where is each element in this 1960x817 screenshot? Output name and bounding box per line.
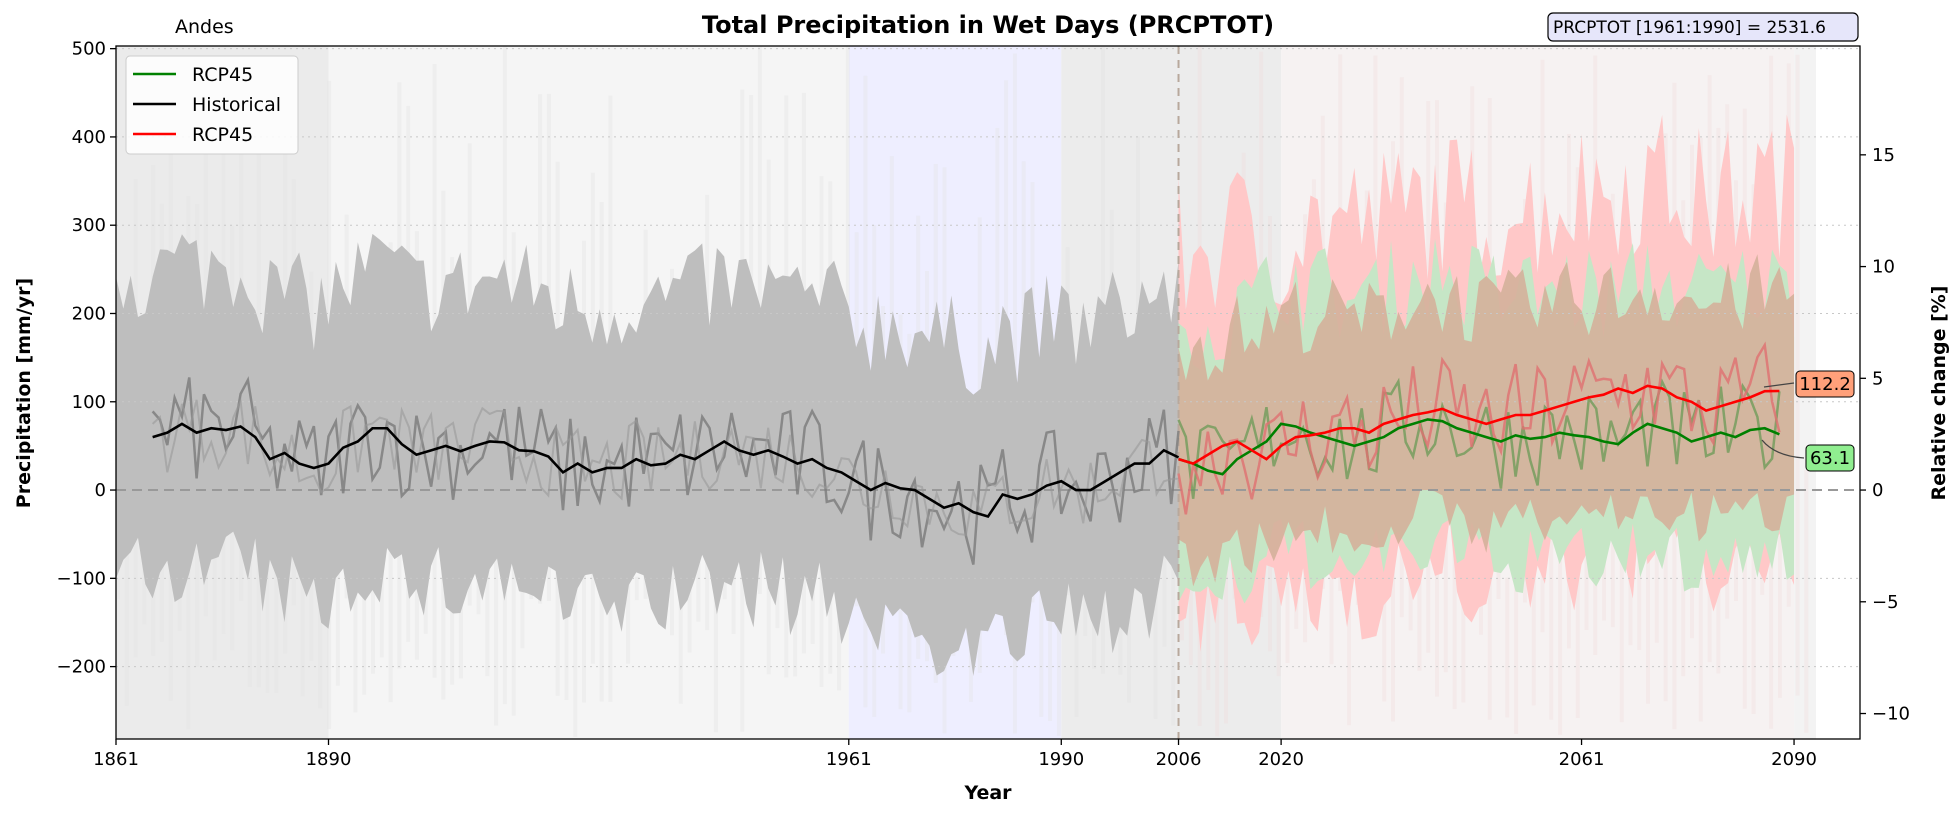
region-label: Andes — [175, 16, 234, 38]
historical-series-line — [152, 422, 1180, 519]
svg-text:2006: 2006 — [1156, 749, 1202, 770]
svg-text:2061: 2061 — [1559, 749, 1605, 770]
y-tick-right: 5 — [1860, 368, 1883, 389]
x-tick: 2090 — [1771, 739, 1817, 770]
svg-text:10: 10 — [1872, 257, 1895, 278]
rcp45-red-member-line — [1177, 341, 1781, 515]
y-tick: 300 — [72, 215, 116, 236]
historical-member-line — [151, 397, 1179, 536]
svg-text:2020: 2020 — [1258, 749, 1304, 770]
svg-text:1990: 1990 — [1038, 749, 1084, 770]
y-axis-right: −10 −5 0 5 10 15 — [1860, 145, 1910, 725]
end-label-red-value: 112.2 — [1799, 374, 1851, 395]
svg-text:2090: 2090 — [1771, 749, 1817, 770]
x-tick: 1861 — [93, 739, 139, 770]
y-tick: −100 — [57, 568, 116, 589]
svg-text:500: 500 — [72, 39, 106, 60]
reference-text: PRCPTOT [1961:1990] = 2531.6 — [1553, 18, 1826, 38]
rcp45-green-series-line — [1178, 418, 1780, 476]
legend-label: RCP45 — [192, 64, 253, 86]
svg-text:1861: 1861 — [93, 749, 139, 770]
rcp45-green-member-line — [1177, 377, 1781, 499]
y-tick-right: −5 — [1860, 592, 1899, 613]
x-axis: 1861 1890 1961 1990 2006 2020 2061 2090 — [93, 739, 1817, 770]
svg-text:1890: 1890 — [306, 749, 352, 770]
series-lines — [151, 341, 1781, 565]
x-tick: 1990 — [1038, 739, 1084, 770]
rcp45-red-series-line — [1178, 384, 1780, 465]
svg-text:−200: −200 — [57, 657, 106, 678]
x-tick: 2006 — [1156, 739, 1202, 770]
legend-label: Historical — [192, 94, 281, 116]
y-tick-right: 15 — [1860, 145, 1895, 166]
reference-box: PRCPTOT [1961:1990] = 2531.6 — [1547, 12, 1859, 42]
svg-text:−5: −5 — [1872, 592, 1899, 613]
svg-text:1961: 1961 — [826, 749, 872, 770]
svg-text:0: 0 — [1872, 480, 1883, 501]
x-tick: 1890 — [306, 739, 352, 770]
svg-text:400: 400 — [72, 127, 106, 148]
x-tick: 2020 — [1258, 739, 1304, 770]
end-label-green: 63.1 — [1761, 439, 1855, 472]
legend-item-historical: Historical — [133, 94, 281, 116]
y-tick: 500 — [72, 39, 116, 60]
y-tick-right: −10 — [1860, 704, 1910, 725]
x-tick: 1961 — [826, 739, 872, 770]
svg-text:100: 100 — [72, 392, 106, 413]
y-axis-left: −200 −100 0 100 200 300 400 500 — [57, 39, 116, 678]
end-label-green-value: 63.1 — [1810, 448, 1850, 469]
svg-text:5: 5 — [1872, 368, 1883, 389]
y-tick: −200 — [57, 657, 116, 678]
svg-text:0: 0 — [95, 480, 106, 501]
y-tick: 400 — [72, 127, 116, 148]
y-tick-right: 10 — [1860, 257, 1895, 278]
legend-label: RCP45 — [192, 124, 253, 146]
legend: RCP45 Historical RCP45 — [125, 55, 299, 155]
svg-text:15: 15 — [1872, 145, 1895, 166]
legend-item-rcp45-green: RCP45 — [133, 64, 253, 86]
x-tick: 2061 — [1559, 739, 1605, 770]
y-tick-right: 0 — [1860, 480, 1883, 501]
svg-text:200: 200 — [72, 303, 106, 324]
y-axis-label-right: Relative change [%] — [1928, 286, 1950, 501]
y-tick: 0 — [95, 480, 116, 501]
x-axis-label: Year — [963, 782, 1012, 804]
y-tick: 100 — [72, 392, 116, 413]
plot-frame — [115, 45, 1861, 740]
y-axis-label: Precipitation [mm/yr] — [13, 278, 35, 508]
legend-item-rcp45-red: RCP45 — [133, 124, 253, 146]
svg-text:300: 300 — [72, 215, 106, 236]
svg-text:−10: −10 — [1872, 704, 1910, 725]
historical-member-line — [151, 376, 1180, 565]
chart-title: Total Precipitation in Wet Days (PRCPTOT… — [702, 11, 1274, 39]
end-label-red: 112.2 — [1763, 370, 1855, 398]
svg-text:−100: −100 — [57, 568, 106, 589]
y-tick: 200 — [72, 303, 116, 324]
